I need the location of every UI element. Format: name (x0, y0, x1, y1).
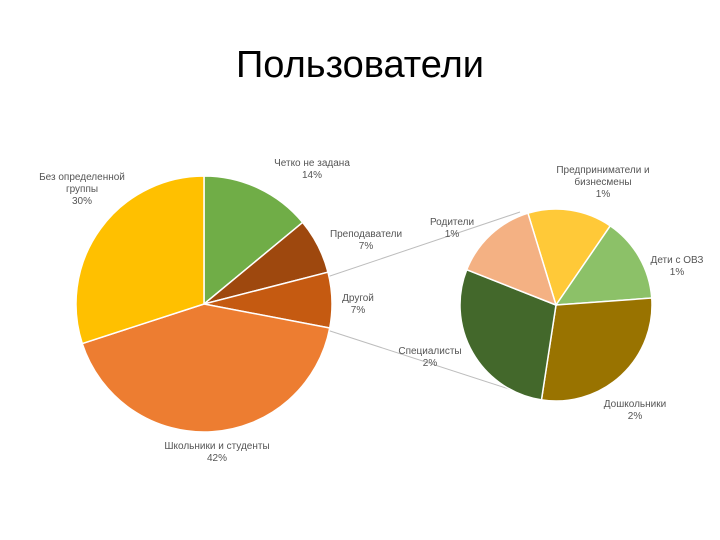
value-label-bez-opredelennoy-gruppy: 30% (72, 196, 92, 207)
category-label-prepodavateli: Преподаватели (330, 229, 402, 240)
category-label-predprinimateli-i-biznesmeny: бизнесмены (574, 176, 631, 188)
sub-slice-specialisty (459, 268, 557, 401)
value-label-predprinimateli-i-biznesmeny: 1% (596, 189, 611, 200)
category-label-drugoy: Другой (342, 293, 374, 304)
label-bez-opredelennoy-gruppy: Без определенной группы 30% (39, 172, 125, 207)
category-label-bez-opredelennoy-gruppy: группы (66, 184, 98, 195)
slice-labels: Четко не задана 14%Преподаватели 7%Другой 7… (39, 158, 703, 464)
category-label-chetko-ne-zadana: Четко не задана (274, 158, 350, 169)
connector-lines (326, 211, 521, 391)
value-label-deti-s-ovz: 1% (670, 267, 685, 278)
label-roditeli: Родители 1% (430, 217, 474, 240)
value-label-roditeli: 1% (445, 229, 460, 240)
label-predprinimateli-i-biznesmeny: Предприниматели и бизнесмены 1% (556, 165, 649, 200)
main-slice-bez-opredelennoy-gruppy (75, 175, 205, 345)
label-drugoy: Другой 7% (342, 293, 374, 316)
label-specialisty: Специалисты 2% (398, 346, 461, 369)
label-chetko-ne-zadana: Четко не задана 14% (274, 158, 350, 181)
pie-sub (459, 208, 653, 402)
value-label-doshkolniki: 2% (628, 411, 643, 422)
category-label-doshkolniki: Дошкольники (604, 399, 666, 410)
category-label-specialisty: Специалисты (398, 346, 461, 357)
label-shkolniki-i-studenty: Школьники и студенты 42% (164, 441, 269, 464)
main-slice-chetko-ne-zadana (203, 175, 304, 306)
connector-line-top (326, 211, 521, 278)
label-deti-s-ovz: Дети с ОВЗ 1% (651, 255, 704, 278)
value-label-prepodavateli: 7% (359, 241, 374, 252)
sub-slice-predprinimateli-i-biznesmeny (526, 208, 612, 307)
value-label-shkolniki-i-studenty: 42% (207, 453, 227, 464)
value-label-drugoy: 7% (351, 305, 366, 316)
category-label-shkolniki-i-studenty: Школьники и студенты (164, 441, 269, 452)
label-doshkolniki: Дошкольники 2% (604, 399, 666, 422)
category-label-bez-opredelennoy-gruppy: Без определенной (39, 172, 125, 183)
pie-main (75, 175, 333, 433)
main-slice-shkolniki-i-studenty (81, 303, 331, 433)
sub-slice-deti-s-ovz (554, 224, 653, 306)
label-prepodavateli: Преподаватели 7% (330, 229, 402, 252)
value-label-chetko-ne-zadana: 14% (302, 170, 322, 181)
page-title: Пользователи (235, 44, 485, 86)
category-label-predprinimateli-i-biznesmeny: Предприниматели и (556, 165, 649, 176)
sub-slice-doshkolniki (540, 297, 653, 402)
value-label-specialisty: 2% (423, 358, 438, 369)
category-label-roditeli: Родители (430, 217, 474, 228)
connector-line-bottom (326, 329, 513, 391)
sub-slice-roditeli (465, 212, 558, 307)
category-label-deti-s-ovz: Дети с ОВЗ (651, 255, 704, 266)
